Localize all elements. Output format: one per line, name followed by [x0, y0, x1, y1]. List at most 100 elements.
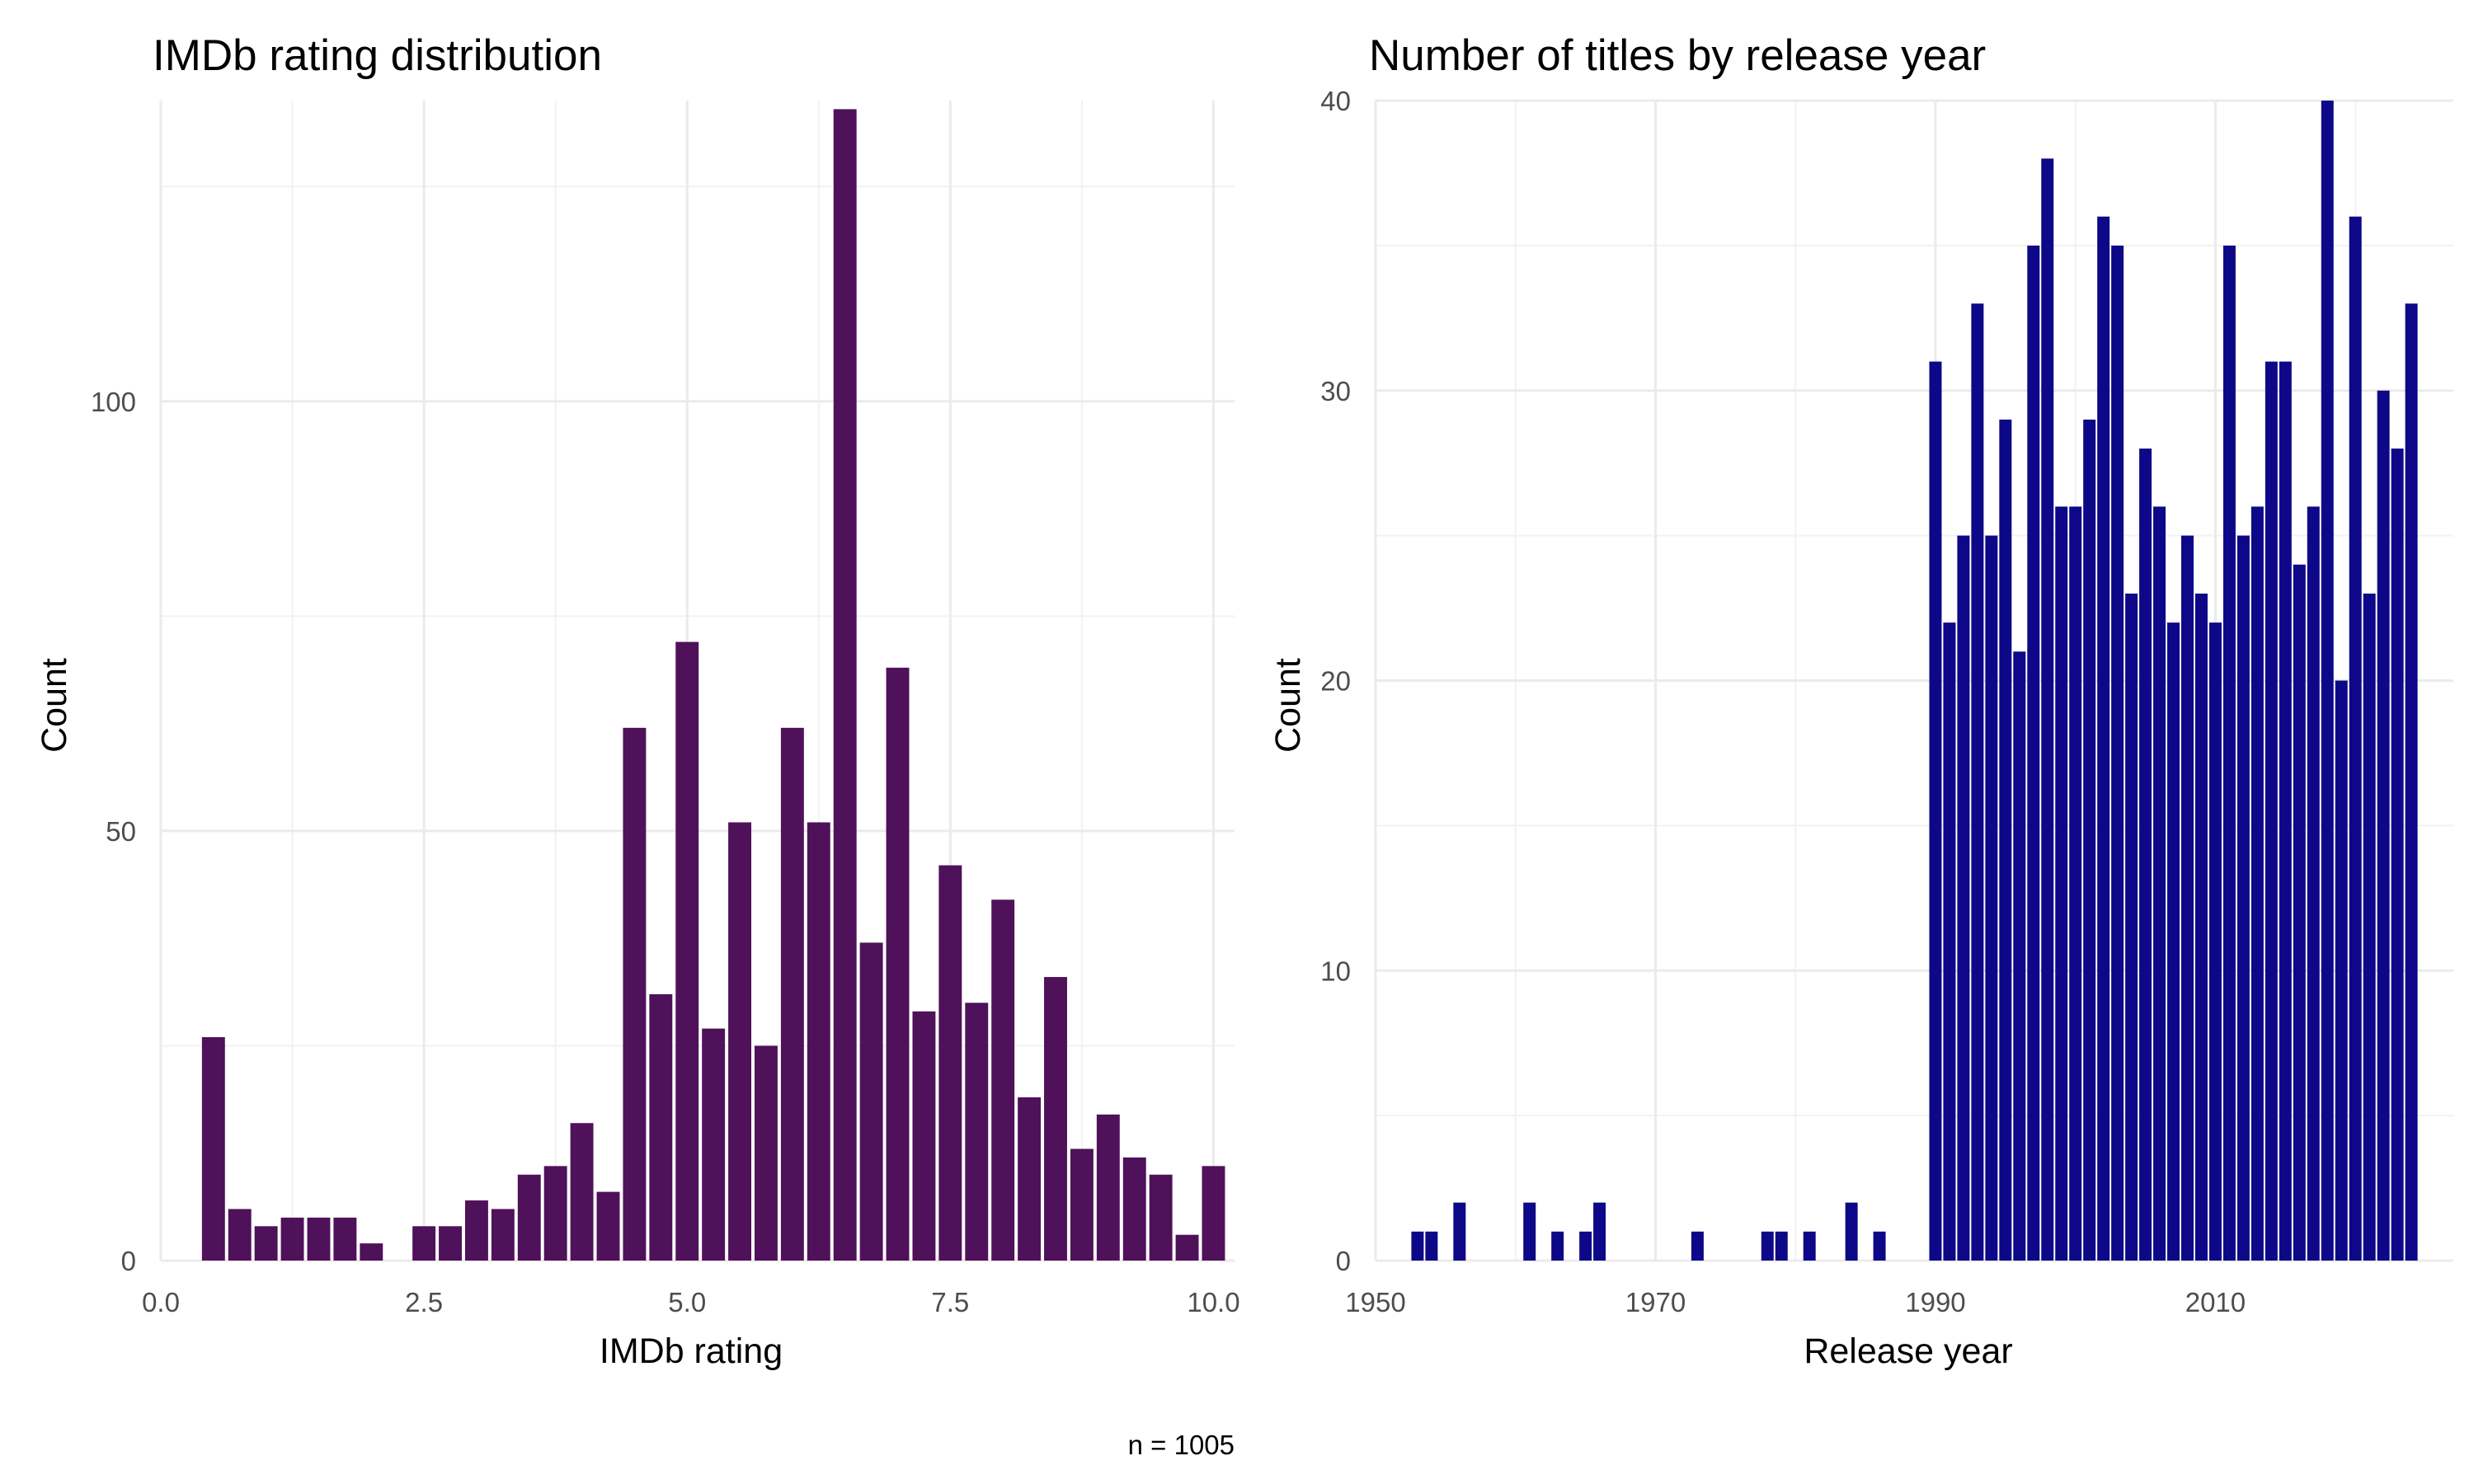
bar	[1425, 1231, 1438, 1261]
bar	[228, 1209, 252, 1261]
bar	[2377, 390, 2390, 1261]
bar	[1044, 977, 1067, 1261]
bar	[2041, 158, 2054, 1261]
bar	[254, 1226, 278, 1261]
bar	[912, 1011, 936, 1261]
bar	[965, 1003, 989, 1261]
bar	[2391, 448, 2404, 1261]
bar	[2139, 448, 2152, 1261]
bar	[517, 1174, 541, 1261]
x-tick-label: 1990	[1905, 1287, 1965, 1317]
chart-panel-2: 1950 1970 1990 2010 0 10 20 30 40 Release year Cou…	[1268, 31, 2453, 1371]
y-tick-label: 0	[121, 1246, 136, 1276]
bar	[333, 1217, 357, 1261]
bar	[886, 667, 910, 1261]
x-tick-label: 2.5	[405, 1287, 443, 1317]
bar	[2083, 419, 2096, 1261]
bar	[702, 1028, 726, 1261]
bar	[439, 1226, 462, 1261]
bar	[1523, 1202, 1536, 1261]
bar	[2097, 216, 2110, 1261]
bar	[2251, 506, 2264, 1261]
bar	[1018, 1097, 1042, 1261]
bar	[649, 993, 673, 1261]
bar	[1971, 303, 1984, 1261]
x-tick-label: 1970	[1625, 1287, 1686, 1317]
bar	[1579, 1231, 1592, 1261]
bar	[2293, 564, 2306, 1261]
bar	[1957, 535, 1970, 1261]
bar	[2321, 101, 2334, 1261]
bar	[2208, 622, 2222, 1261]
x-tick-label: 7.5	[931, 1287, 969, 1317]
bar	[2181, 535, 2194, 1261]
bar	[2194, 593, 2208, 1261]
y-tick-label: 10	[1320, 956, 1351, 986]
bar	[2153, 506, 2166, 1261]
bar	[2013, 651, 2026, 1261]
chart-title: IMDb rating distribution	[153, 31, 602, 80]
bar	[1551, 1231, 1564, 1261]
chart-caption: n = 1005	[1128, 1430, 1235, 1460]
bar	[1985, 535, 1998, 1261]
bar	[307, 1217, 331, 1261]
x-tick-label: 1950	[1345, 1287, 1405, 1317]
bar	[755, 1045, 778, 1261]
bar	[1453, 1202, 1466, 1261]
x-tick-label: 5.0	[668, 1287, 706, 1317]
bar	[412, 1226, 436, 1261]
bar	[2055, 506, 2068, 1261]
bar	[1943, 622, 1956, 1261]
bar	[1202, 1166, 1225, 1261]
bar	[2069, 506, 2082, 1261]
bar	[2335, 680, 2348, 1261]
x-tick-label: 0.0	[142, 1287, 180, 1317]
bar	[1411, 1231, 1424, 1261]
bar	[675, 641, 699, 1261]
bar	[596, 1191, 620, 1261]
bar	[1096, 1114, 1120, 1261]
bar	[2307, 506, 2320, 1261]
bar	[1070, 1148, 1094, 1261]
bar	[2167, 622, 2180, 1261]
bar	[991, 899, 1015, 1261]
bar	[2125, 593, 2138, 1261]
bar	[1873, 1231, 1886, 1261]
y-tick-label: 0	[1336, 1246, 1351, 1276]
bar	[623, 727, 647, 1261]
x-axis-label: IMDb rating	[600, 1331, 783, 1371]
bar	[2279, 361, 2292, 1261]
bar	[2222, 245, 2236, 1261]
y-tick-label: 40	[1320, 86, 1351, 116]
bar	[2363, 593, 2376, 1261]
bar	[280, 1217, 304, 1261]
bar	[1691, 1231, 1704, 1261]
bar	[2265, 361, 2278, 1261]
bar	[1175, 1234, 1199, 1261]
x-tick-label: 10.0	[1187, 1287, 1239, 1317]
bar	[1999, 419, 2012, 1261]
bar	[833, 109, 857, 1261]
bar	[2111, 245, 2124, 1261]
y-axis-label: Count	[1268, 658, 1308, 753]
bar	[360, 1243, 383, 1261]
x-tick-label: 2010	[2185, 1287, 2246, 1317]
bar	[2027, 245, 2040, 1261]
bar	[201, 1037, 225, 1261]
y-tick-label: 20	[1320, 666, 1351, 697]
bar	[2349, 216, 2362, 1261]
bar	[1929, 361, 1942, 1261]
y-axis-label: Count	[35, 658, 74, 753]
bar	[859, 942, 883, 1261]
bar	[1761, 1231, 1774, 1261]
x-axis-label: Release year	[1804, 1331, 2012, 1371]
y-tick-label: 100	[91, 387, 136, 417]
y-tick-label: 30	[1320, 376, 1351, 406]
bar	[464, 1200, 488, 1261]
bar	[2236, 535, 2250, 1261]
bar	[1803, 1231, 1816, 1261]
bar	[543, 1166, 567, 1261]
bar	[491, 1209, 515, 1261]
bar	[1122, 1157, 1146, 1261]
